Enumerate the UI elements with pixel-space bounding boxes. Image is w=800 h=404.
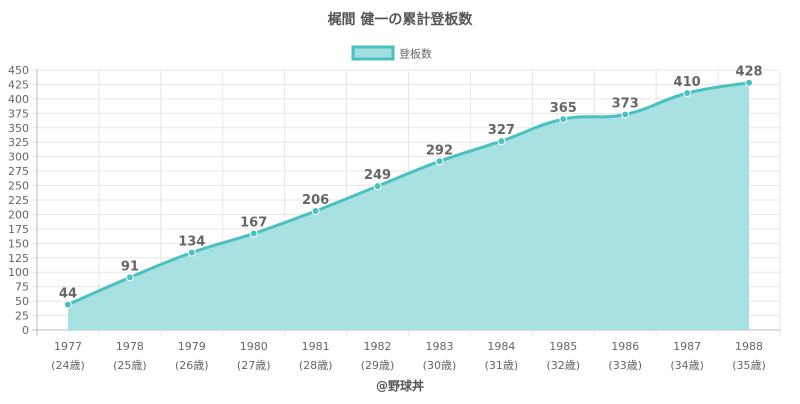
data-point (497, 137, 506, 146)
y-tick-label: 125 (8, 252, 29, 265)
x-tick-label: 1981 (302, 340, 330, 353)
x-tick-sublabel: (35歳) (732, 359, 766, 372)
y-tick-label: 275 (8, 165, 29, 178)
data-point (745, 78, 754, 87)
y-tick-label: 0 (22, 324, 29, 337)
y-tick-label: 100 (8, 266, 29, 279)
y-tick-label: 25 (15, 310, 29, 323)
x-axis: 1977 (24歳) 1978 (25歳) 1979 (26歳) 1980 (27歳) 1981… (51, 340, 766, 372)
data-label: 410 (674, 75, 701, 90)
y-tick-label: 400 (8, 93, 29, 106)
x-tick-label: 1982 (364, 340, 392, 353)
data-point (435, 157, 444, 166)
y-tick-label: 175 (8, 223, 29, 236)
x-tick-label: 1980 (240, 340, 268, 353)
x-tick-label: 1977 (54, 340, 82, 353)
legend-label: 登板数 (399, 47, 432, 61)
x-tick-label: 1979 (178, 340, 206, 353)
y-tick-label: 350 (8, 122, 29, 135)
data-label: 292 (426, 143, 453, 158)
data-point (125, 273, 134, 282)
x-tick-sublabel: (31歳) (485, 359, 519, 372)
data-label: 327 (488, 123, 515, 138)
series-area-fill (67, 82, 750, 330)
y-tick-label: 325 (8, 136, 29, 149)
data-point (311, 206, 320, 215)
legend[interactable]: 登板数 (351, 45, 432, 61)
y-tick-label: 425 (8, 78, 29, 91)
legend-swatch (351, 45, 395, 61)
y-tick-label: 450 (8, 64, 29, 77)
x-tick-sublabel: (27歳) (237, 359, 271, 372)
data-label: 428 (735, 65, 762, 80)
x-tick-label: 1987 (673, 340, 701, 353)
data-label: 167 (240, 216, 267, 231)
credit-text: @野球丼 (376, 378, 424, 393)
x-tick-sublabel: (28歳) (299, 359, 333, 372)
x-tick-sublabel: (30歳) (423, 359, 457, 372)
data-points (63, 78, 754, 309)
x-tick-label: 1984 (487, 340, 515, 353)
y-tick-label: 200 (8, 208, 29, 221)
data-label: 365 (550, 101, 577, 116)
data-label: 249 (364, 168, 391, 183)
x-tick-sublabel: (33歳) (608, 359, 642, 372)
x-tick-label: 1983 (425, 340, 453, 353)
y-tick-label: 250 (8, 180, 29, 193)
data-label: 44 (59, 287, 77, 302)
x-tick-sublabel: (24歳) (51, 359, 85, 372)
x-tick-sublabel: (29歳) (361, 359, 395, 372)
x-tick-sublabel: (25歳) (113, 359, 147, 372)
x-tick-sublabel: (32歳) (546, 359, 580, 372)
x-tick-sublabel: (34歳) (670, 359, 704, 372)
data-point (373, 182, 382, 191)
data-point (683, 89, 692, 98)
data-labels: 44 91 134 167 206 249 292 327 365 373 410 428 (59, 65, 763, 302)
data-point (249, 229, 258, 238)
data-point (63, 300, 72, 309)
y-tick-label: 150 (8, 237, 29, 250)
x-tick-label: 1985 (549, 340, 577, 353)
data-label: 206 (302, 193, 329, 208)
x-tick-sublabel: (26歳) (175, 359, 209, 372)
data-point (621, 110, 630, 119)
x-tick-label: 1986 (611, 340, 639, 353)
y-tick-label: 225 (8, 194, 29, 207)
y-tick-label: 300 (8, 151, 29, 164)
y-tick-label: 50 (15, 295, 29, 308)
y-tick-label: 375 (8, 107, 29, 120)
data-label: 91 (121, 259, 139, 274)
data-point (187, 248, 196, 257)
data-label: 373 (612, 96, 639, 111)
y-tick-label: 75 (15, 281, 29, 294)
data-point (559, 115, 568, 124)
chart-title: 梶間 健一の累計登板数 (328, 11, 474, 28)
x-tick-label: 1988 (735, 340, 763, 353)
x-tick-label: 1978 (116, 340, 144, 353)
data-label: 134 (178, 235, 205, 250)
